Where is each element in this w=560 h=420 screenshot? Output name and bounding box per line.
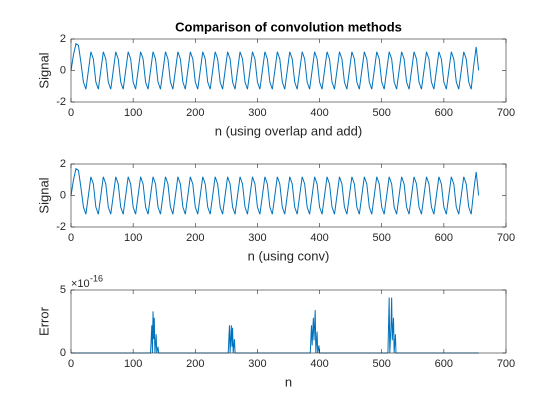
x-tick-label: 300	[248, 232, 266, 244]
x-tick-label: 500	[373, 232, 391, 244]
y-tick-label: -2	[56, 221, 66, 233]
x-tick-label: 0	[68, 107, 74, 119]
x-tick-label: 200	[186, 358, 204, 370]
y-tick-label: 0	[60, 64, 66, 76]
x-tick-label: 700	[497, 232, 515, 244]
y-axis-label: Signal	[36, 177, 51, 213]
y-tick-label: 0	[60, 189, 66, 201]
x-tick-label: 400	[310, 107, 328, 119]
y-exponent-base: ×10	[71, 278, 90, 290]
x-tick-label: 600	[435, 107, 453, 119]
y-tick-label: -2	[56, 96, 66, 108]
x-tick-label: 700	[497, 107, 515, 119]
x-axis-label: n	[285, 374, 292, 389]
x-tick-label: 500	[373, 358, 391, 370]
x-tick-label: 700	[497, 358, 515, 370]
x-tick-label: 0	[68, 232, 74, 244]
x-tick-label: 600	[435, 232, 453, 244]
axes-background	[71, 39, 506, 102]
x-tick-label: 500	[373, 107, 391, 119]
x-tick-label: 0	[68, 358, 74, 370]
axes-box	[70, 289, 507, 354]
axes-background	[71, 290, 506, 353]
y-axis-label: Error	[36, 306, 51, 336]
x-axis-label: n (using overlap and add)	[215, 123, 362, 138]
y-tick-label: 2	[60, 33, 66, 45]
x-tick-label: 300	[248, 358, 266, 370]
x-tick-label: 300	[248, 107, 266, 119]
x-axis-label: n (using conv)	[248, 248, 330, 263]
y-tick-label: 5	[60, 284, 66, 296]
x-tick-label: 200	[186, 107, 204, 119]
x-tick-label: 100	[124, 107, 142, 119]
x-tick-label: 600	[435, 358, 453, 370]
y-axis-label: Signal	[36, 52, 51, 88]
y-tick-label: 0	[60, 347, 66, 359]
x-tick-label: 400	[310, 232, 328, 244]
y-tick-label: 2	[60, 158, 66, 170]
x-tick-label: 400	[310, 358, 328, 370]
data-line	[70, 167, 480, 215]
chart-title: Comparison of convolution methods	[175, 19, 402, 34]
x-tick-label: 100	[124, 232, 142, 244]
x-tick-label: 100	[124, 358, 142, 370]
axes-background	[71, 164, 506, 227]
y-exponent-power: -16	[90, 273, 103, 283]
x-tick-label: 200	[186, 232, 204, 244]
data-line	[70, 42, 480, 90]
